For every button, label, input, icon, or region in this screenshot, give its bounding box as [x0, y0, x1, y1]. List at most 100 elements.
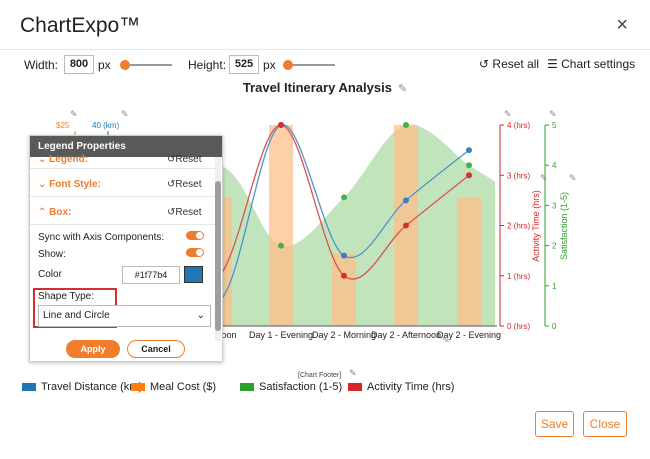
box-label: Box: — [49, 207, 72, 218]
activity-time-point — [341, 272, 347, 279]
sliders-icon: ☰ — [547, 57, 558, 71]
pencil-icon[interactable]: ✎ — [397, 83, 408, 95]
chart-settings-button[interactable]: ☰ Chart settings — [547, 57, 635, 71]
travel-distance-point — [466, 147, 472, 154]
undo-icon: ↺ — [167, 154, 176, 165]
width-slider-knob[interactable] — [120, 60, 130, 70]
divider — [30, 196, 216, 197]
legend: Travel Distance (km) Meal Cost ($) Satis… — [0, 372, 650, 402]
meal-cost-bar — [457, 197, 481, 326]
shape-type-value: Line and Circle — [43, 310, 110, 321]
legend-properties-panel: Legend Properties ⌄ Legend: ↺Reset ⌄ Fon… — [29, 135, 223, 362]
width-input[interactable]: 800 — [64, 55, 94, 74]
font-style-section-toggle[interactable]: ⌄ Font Style: — [38, 179, 101, 190]
reset-all-button[interactable]: ↺ Reset all — [479, 57, 539, 71]
x-tick-label: Day 2 - Afternoon — [371, 330, 441, 340]
width-slider[interactable] — [120, 60, 172, 70]
distance-axis-label: 40 (km) — [92, 121, 119, 130]
activity-tick-label: 0 (hrs) — [507, 322, 530, 331]
chart-title-row: Travel Itinerary Analysis ✎ — [0, 80, 650, 95]
activity-time-point — [278, 122, 284, 128]
save-button[interactable]: Save — [535, 411, 574, 437]
x-tick-label: Day 2 - Evening — [437, 330, 501, 340]
font-style-label: Font Style: — [49, 179, 101, 190]
pencil-icon[interactable]: ✎ — [549, 110, 557, 120]
activity-tick-label: 3 (hrs) — [507, 171, 530, 180]
width-label: Width: — [24, 58, 59, 72]
legend-swatch — [22, 383, 36, 391]
undo-icon: ↺ — [167, 207, 176, 218]
height-input[interactable]: 525 — [229, 55, 259, 74]
height-unit: px — [263, 58, 276, 72]
show-toggle[interactable] — [186, 248, 204, 257]
legend-section-label: Legend: — [49, 154, 89, 165]
cancel-button[interactable]: Cancel — [127, 340, 185, 358]
legend-reset-button[interactable]: ↺Reset — [167, 154, 202, 165]
chart-settings-label: Chart settings — [561, 57, 636, 71]
legend-item-travel-distance[interactable]: Travel Distance (km) — [22, 381, 142, 393]
width-unit: px — [98, 58, 111, 72]
pencil-icon[interactable]: ✎ — [442, 336, 450, 346]
legend-item-satisfaction[interactable]: Satisfaction (1-5) — [240, 381, 342, 393]
pencil-icon[interactable]: ✎ — [349, 369, 357, 379]
travel-distance-point — [341, 252, 347, 259]
legend-swatch — [348, 383, 362, 391]
pencil-icon[interactable]: ✎ — [540, 174, 548, 184]
sync-toggle[interactable] — [186, 231, 204, 240]
chart-title[interactable]: Travel Itinerary Analysis — [242, 80, 392, 95]
close-button[interactable]: Close — [583, 411, 627, 437]
legend-label: Activity Time (hrs) — [367, 381, 455, 393]
legend-swatch — [131, 383, 145, 391]
show-label: Show: — [38, 249, 66, 260]
reset-label: Reset — [175, 207, 202, 218]
activity-tick-label: 2 (hrs) — [507, 222, 530, 231]
height-slider-knob[interactable] — [283, 60, 293, 70]
chevron-up-icon: ⌃ — [38, 207, 47, 218]
height-label: Height: — [188, 58, 227, 72]
height-slider[interactable] — [283, 60, 335, 70]
divider — [30, 224, 216, 225]
scroll-thumb[interactable] — [215, 181, 221, 331]
apply-button[interactable]: Apply — [66, 340, 120, 358]
satisfaction-tick-label: 1 — [552, 282, 557, 291]
legend-item-activity-time[interactable]: Activity Time (hrs) — [348, 381, 454, 393]
pencil-icon[interactable]: ✎ — [70, 110, 78, 120]
header: ChartExpo™ × — [0, 0, 650, 50]
box-reset-button[interactable]: ↺Reset — [167, 207, 202, 218]
satisfaction-tick-label: 3 — [552, 201, 557, 210]
color-swatch[interactable] — [184, 266, 203, 283]
shape-type-select[interactable]: Line and Circle ⌄ — [38, 305, 211, 327]
legend-swatch — [240, 383, 254, 391]
activity-time-point — [403, 222, 409, 229]
reset-all-label: Reset all — [492, 57, 540, 71]
chevron-down-icon: ⌄ — [38, 154, 47, 165]
divider — [30, 168, 216, 169]
activity-time-point — [466, 172, 472, 179]
x-tick-label: Day 1 - Evening — [249, 330, 313, 340]
legend-label: Meal Cost ($) — [150, 381, 217, 393]
x-tick-label: Day 2 - Morning — [312, 330, 376, 340]
activity-tick-label: 1 (hrs) — [507, 272, 530, 281]
activity-tick-label: 4 (hrs) — [507, 121, 530, 130]
satisfaction-point — [278, 242, 284, 249]
chevron-down-icon: ⌄ — [196, 310, 205, 321]
legend-section-toggle[interactable]: ⌄ Legend: — [38, 154, 88, 165]
pencil-icon[interactable]: ✎ — [569, 174, 577, 184]
travel-distance-point — [403, 197, 409, 204]
undo-icon: ↺ — [479, 57, 490, 71]
pencil-icon[interactable]: ✎ — [504, 110, 512, 120]
legend-label: Travel Distance (km) — [41, 381, 143, 393]
close-icon[interactable]: × — [616, 14, 628, 36]
satisfaction-tick-label: 0 — [552, 322, 557, 331]
legend-item-meal-cost[interactable]: Meal Cost ($) — [131, 381, 216, 393]
pencil-icon[interactable]: ✎ — [121, 110, 129, 120]
toggle-knob — [196, 249, 203, 256]
box-section-toggle[interactable]: ⌃ Box: — [38, 207, 71, 218]
satisfaction-point — [341, 194, 347, 201]
panel-scrollbar[interactable] — [215, 157, 221, 341]
toolbar: Width: 800 px Height: 525 px ↺ Reset all… — [0, 52, 650, 78]
satisfaction-tick-label: 2 — [552, 242, 557, 251]
font-style-reset-button[interactable]: ↺Reset — [167, 179, 202, 190]
chart-footer[interactable]: [Chart Footer] — [298, 372, 342, 379]
color-hex-input[interactable]: #1f77b4 — [122, 266, 180, 284]
